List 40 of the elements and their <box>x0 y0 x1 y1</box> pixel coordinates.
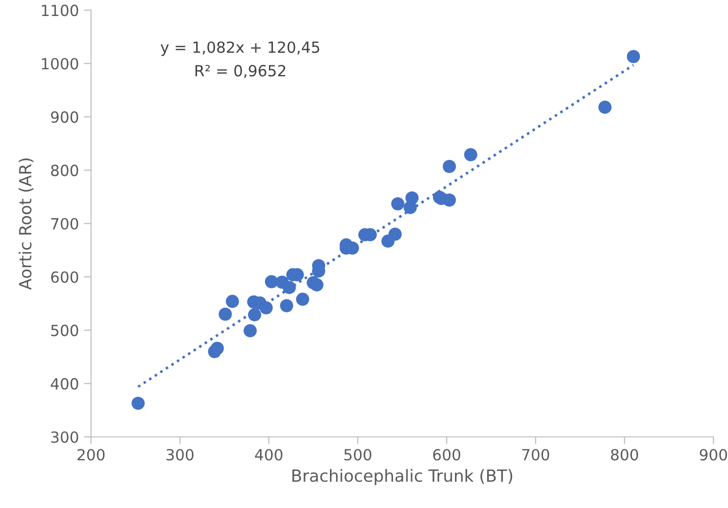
y-tick-label: 700 <box>51 218 78 230</box>
y-tick-label: 1100 <box>42 4 78 16</box>
point <box>442 160 456 174</box>
y-tick-label: 1000 <box>42 58 78 70</box>
point <box>280 299 294 312</box>
point <box>442 193 456 207</box>
point <box>248 308 262 322</box>
point <box>282 280 296 294</box>
x-tick-label: 400 <box>255 448 282 461</box>
annotation: y = 1,082x + 120,45 <box>160 41 320 56</box>
point <box>464 148 478 162</box>
point <box>210 342 224 355</box>
x-axis-title: Brachiocephalic Trunk (BT) <box>292 469 512 486</box>
x-tick-label: 800 <box>610 448 638 461</box>
y-tick-label: 400 <box>50 378 78 390</box>
point <box>132 396 145 410</box>
annotation: R² = 0,9652 <box>196 64 286 78</box>
x-tick-label: 200 <box>78 448 105 461</box>
point <box>391 197 404 210</box>
y-tick-label: 600 <box>51 271 78 283</box>
point <box>244 324 257 338</box>
x-tick-label: 900 <box>700 448 728 461</box>
x-tick-label: 700 <box>522 448 550 461</box>
x-tick-label: 300 <box>166 448 194 461</box>
point <box>598 100 612 114</box>
point <box>296 292 310 306</box>
y-tick-label: 500 <box>51 324 78 336</box>
point <box>626 50 640 64</box>
y-tick-label: 800 <box>51 164 78 176</box>
x-tick-label: 600 <box>433 448 460 461</box>
point <box>310 278 324 292</box>
point <box>218 308 232 321</box>
point <box>260 301 273 314</box>
point <box>388 228 402 241</box>
point <box>226 294 239 308</box>
y-tick-label: 900 <box>50 111 78 123</box>
x-tick-label: 500 <box>344 448 372 461</box>
y-tick-label: 300 <box>51 431 78 443</box>
y-axis-title: Aortic Root (AR) <box>18 158 34 290</box>
point <box>405 191 419 205</box>
